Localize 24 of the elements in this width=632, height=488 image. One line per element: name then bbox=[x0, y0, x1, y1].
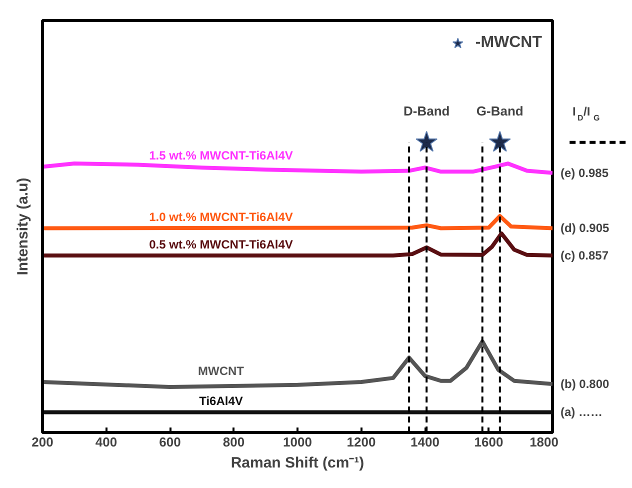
x-tick-label: 1200 bbox=[346, 434, 376, 450]
text: (d) 0.905 bbox=[560, 221, 610, 236]
text: (b) 0.800 bbox=[560, 377, 610, 392]
x-tick-label: 800 bbox=[222, 434, 245, 450]
series-label: 1.5 wt.% MWCNT-Ti6Al4V bbox=[149, 148, 293, 163]
ref-line-label: G-Band bbox=[476, 103, 524, 118]
x-tick-label: 1600 bbox=[474, 434, 504, 450]
series-label: 0.5 wt.% MWCNT-Ti6Al4V bbox=[149, 238, 293, 252]
x-tick-label: 1000 bbox=[283, 434, 312, 450]
text: (c) 0.857 bbox=[560, 248, 609, 263]
series-label: 1.0 wt.% MWCNT-Ti6Al4V bbox=[149, 210, 293, 224]
text: (a) …… bbox=[560, 405, 602, 420]
x-tick-label: 600 bbox=[159, 434, 181, 450]
text: (e) 0.985 bbox=[560, 166, 609, 180]
x-tick-label: 1400 bbox=[410, 434, 440, 450]
legend-label: -MWCNT bbox=[475, 34, 542, 52]
x-tick-label: 200 bbox=[32, 434, 54, 450]
series-label: Ti6Al4V bbox=[199, 394, 243, 408]
x-tick-label: 400 bbox=[95, 434, 118, 450]
x-axis-title: Raman Shift (cm⁻¹) bbox=[230, 454, 364, 472]
x-tick-label: 1800 bbox=[530, 434, 558, 450]
ref-line-label: D-Band bbox=[403, 103, 450, 118]
y-axis-title: Intensity (a.u) bbox=[14, 178, 32, 276]
series-label: MWCNT bbox=[198, 364, 245, 378]
